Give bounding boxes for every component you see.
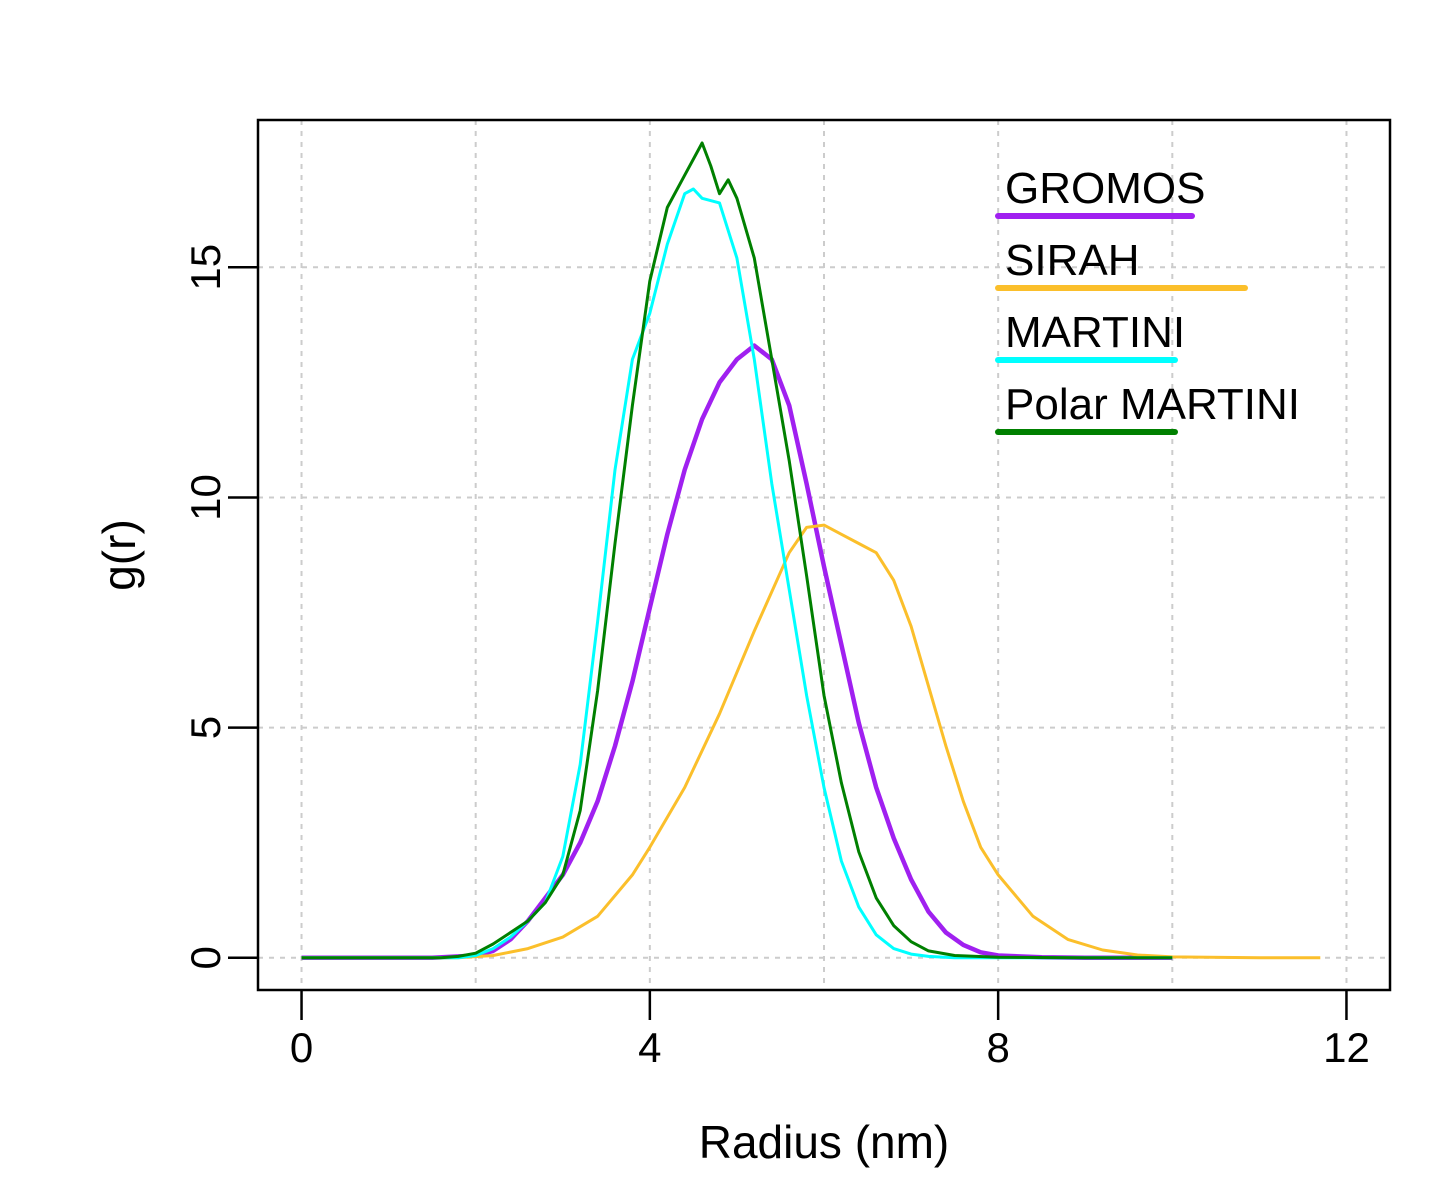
series-lines — [301, 141, 1321, 961]
legend: GROMOS SIRAH MARTINI Polar MARTINI — [995, 164, 1300, 435]
legend-label: GROMOS — [1005, 164, 1205, 213]
series-line-sirah — [301, 523, 1321, 960]
x-tick-label: 8 — [986, 1024, 1009, 1071]
y-tick-label: 5 — [182, 716, 229, 739]
series-line-gromos — [301, 343, 1173, 961]
y-tick-label: 0 — [182, 946, 229, 969]
legend-label: Polar MARTINI — [1005, 380, 1300, 429]
y-tick-label: 10 — [182, 474, 229, 521]
y-axis-label: g(r) — [93, 519, 145, 591]
plot-frame — [256, 118, 1392, 992]
legend-label: SIRAH — [1005, 236, 1139, 285]
x-axis-label: Radius (nm) — [699, 1116, 950, 1168]
x-axis: 0 4 8 12 — [290, 990, 1370, 1071]
series-line-martini — [301, 187, 1173, 960]
y-axis: 0 5 10 15 — [182, 244, 258, 969]
x-tick-label: 12 — [1323, 1024, 1370, 1071]
y-tick-label: 15 — [182, 244, 229, 291]
legend-label: MARTINI — [1005, 308, 1185, 357]
x-tick-label: 4 — [638, 1024, 661, 1071]
grid — [258, 120, 1390, 990]
series-line-polar-martini — [301, 141, 1173, 960]
x-tick-label: 0 — [290, 1024, 313, 1071]
